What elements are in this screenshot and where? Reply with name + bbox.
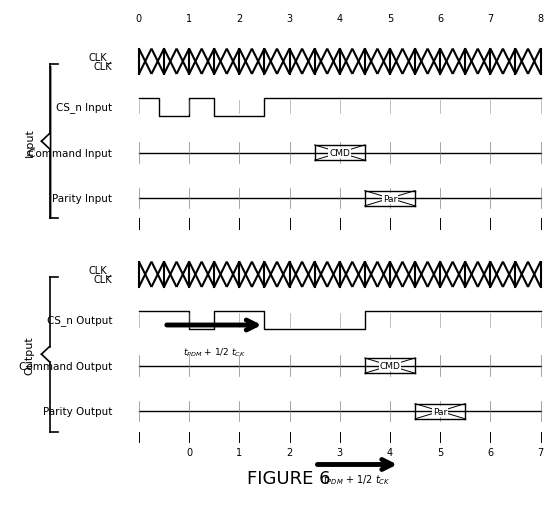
Text: FIGURE 6: FIGURE 6: [247, 469, 331, 487]
Text: Parity Input: Parity Input: [52, 194, 112, 204]
Text: 7: 7: [487, 14, 493, 24]
Text: CMD: CMD: [379, 361, 401, 371]
Text: CLK: CLK: [94, 275, 112, 285]
Text: CLK: CLK: [94, 62, 112, 72]
Text: 2: 2: [236, 14, 243, 24]
Text: 4: 4: [336, 14, 343, 24]
Text: 6: 6: [487, 447, 493, 457]
Text: Input: Input: [25, 127, 35, 156]
Text: CMD: CMD: [329, 149, 350, 158]
Text: 4: 4: [387, 447, 393, 457]
Text: Par: Par: [433, 407, 448, 416]
Text: 0: 0: [186, 447, 192, 457]
Text: 0: 0: [136, 14, 142, 24]
Text: 5: 5: [387, 14, 393, 24]
Text: 7: 7: [537, 447, 543, 457]
Text: 1: 1: [236, 447, 242, 457]
Text: 1: 1: [186, 14, 192, 24]
Text: Output: Output: [25, 335, 35, 374]
Text: $t_{PDM}$ + 1/2 $t_{CK}$: $t_{PDM}$ + 1/2 $t_{CK}$: [183, 346, 246, 358]
Text: $t_{PDM}$ + 1/2 $t_{CK}$: $t_{PDM}$ + 1/2 $t_{CK}$: [324, 472, 391, 486]
Text: 2: 2: [286, 447, 292, 457]
Text: CLK_: CLK_: [89, 51, 112, 63]
Text: CS_n Output: CS_n Output: [47, 315, 112, 326]
Text: 8: 8: [537, 14, 543, 24]
Text: 6: 6: [437, 14, 443, 24]
Text: 5: 5: [437, 447, 443, 457]
Text: 3: 3: [336, 447, 343, 457]
Text: CS_n Input: CS_n Input: [56, 102, 112, 113]
Text: 3: 3: [286, 14, 292, 24]
Text: Command Output: Command Output: [19, 361, 112, 371]
Text: Par: Par: [383, 194, 397, 203]
Text: Command Input: Command Input: [28, 148, 112, 158]
Text: CLK_: CLK_: [89, 264, 112, 275]
Text: Parity Output: Parity Output: [43, 407, 112, 416]
